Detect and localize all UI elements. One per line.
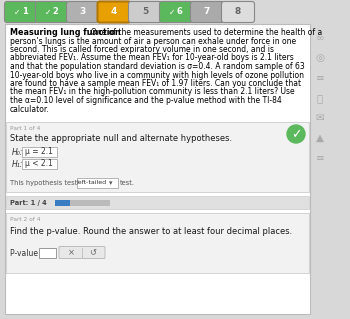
Circle shape [287, 125, 305, 143]
Text: ∞: ∞ [316, 33, 324, 43]
FancyBboxPatch shape [38, 248, 56, 257]
Text: Part 1 of 4: Part 1 of 4 [10, 126, 40, 131]
Text: ✉: ✉ [316, 113, 324, 123]
Text: Find the p-value. Round the answer to at least four decimal places.: Find the p-value. Round the answer to at… [10, 227, 292, 236]
Text: μ = 2.1: μ = 2.1 [25, 146, 53, 155]
FancyBboxPatch shape [98, 2, 131, 23]
Text: H₁:: H₁: [12, 160, 23, 169]
FancyBboxPatch shape [5, 24, 310, 314]
Text: μ < 2.1: μ < 2.1 [25, 159, 53, 167]
Text: person’s lungs is the amount of air a person can exhale under force in one: person’s lungs is the amount of air a pe… [10, 36, 296, 46]
Text: 8: 8 [235, 8, 241, 17]
FancyBboxPatch shape [77, 178, 118, 188]
Text: and that the population standard deviation is σ=0.4. A random sample of 63: and that the population standard deviati… [10, 62, 305, 71]
FancyBboxPatch shape [190, 2, 224, 23]
Text: Part 2 of 4: Part 2 of 4 [10, 217, 41, 222]
Text: H₀:: H₀: [12, 148, 23, 157]
Text: : One of the measurements used to determine the health of a: : One of the measurements used to determ… [86, 28, 322, 37]
Text: P-value =: P-value = [10, 249, 47, 258]
Text: ×: × [68, 248, 75, 257]
Text: ◎: ◎ [315, 53, 324, 63]
FancyBboxPatch shape [21, 146, 56, 157]
Text: ≡: ≡ [316, 153, 324, 163]
FancyBboxPatch shape [66, 2, 99, 23]
Text: Measuring lung function: Measuring lung function [10, 28, 121, 37]
FancyBboxPatch shape [35, 2, 69, 23]
Text: ▾: ▾ [109, 180, 113, 186]
Text: are found to have a sample mean FEV₁ of 1.97 liters. Can you conclude that: are found to have a sample mean FEV₁ of … [10, 79, 301, 88]
Text: 10-year-old boys who live in a community with high levels of ozone pollution: 10-year-old boys who live in a community… [10, 70, 304, 79]
Text: State the appropriate null and alternate hypotheses.: State the appropriate null and alternate… [10, 134, 232, 143]
FancyBboxPatch shape [128, 2, 161, 23]
Text: 3: 3 [80, 8, 86, 17]
Text: ✓: ✓ [45, 8, 52, 17]
FancyBboxPatch shape [5, 2, 37, 23]
Text: calculator.: calculator. [10, 105, 50, 114]
Text: ✓: ✓ [169, 8, 176, 17]
Text: 6: 6 [176, 8, 182, 17]
Text: the α=0.10 level of significance and the p-value method with the TI-84: the α=0.10 level of significance and the… [10, 96, 282, 105]
Text: test.: test. [120, 180, 135, 186]
FancyBboxPatch shape [6, 213, 309, 273]
Text: abbreviated FEV₁. Assume the mean FEV₁ for 10-year-old boys is 2.1 liters: abbreviated FEV₁. Assume the mean FEV₁ f… [10, 54, 294, 63]
FancyBboxPatch shape [55, 200, 110, 206]
Text: ✓: ✓ [14, 8, 21, 17]
Text: 5: 5 [142, 8, 148, 17]
FancyBboxPatch shape [59, 247, 105, 258]
FancyBboxPatch shape [21, 159, 56, 168]
Text: ✓: ✓ [291, 128, 301, 141]
FancyBboxPatch shape [55, 200, 70, 206]
Text: Part: 1 / 4: Part: 1 / 4 [10, 200, 47, 206]
FancyBboxPatch shape [222, 2, 254, 23]
Text: 7: 7 [204, 8, 210, 17]
Text: 4: 4 [111, 8, 117, 17]
Text: This hypothesis test is a: This hypothesis test is a [10, 180, 91, 186]
Text: 1: 1 [22, 8, 27, 17]
FancyBboxPatch shape [160, 2, 192, 23]
Text: ▲: ▲ [316, 133, 324, 143]
Text: the mean FEV₁ in the high-pollution community is less than 2.1 liters? Use: the mean FEV₁ in the high-pollution comm… [10, 87, 295, 97]
Text: left-tailed: left-tailed [76, 181, 106, 186]
Text: ⬜: ⬜ [317, 93, 323, 103]
Text: second. This is called forced expiratory volume in one second, and is: second. This is called forced expiratory… [10, 45, 274, 54]
FancyBboxPatch shape [6, 122, 309, 192]
Text: 2: 2 [52, 8, 58, 17]
FancyBboxPatch shape [6, 196, 309, 209]
Text: ≡: ≡ [316, 73, 324, 83]
Text: ↺: ↺ [90, 248, 97, 257]
